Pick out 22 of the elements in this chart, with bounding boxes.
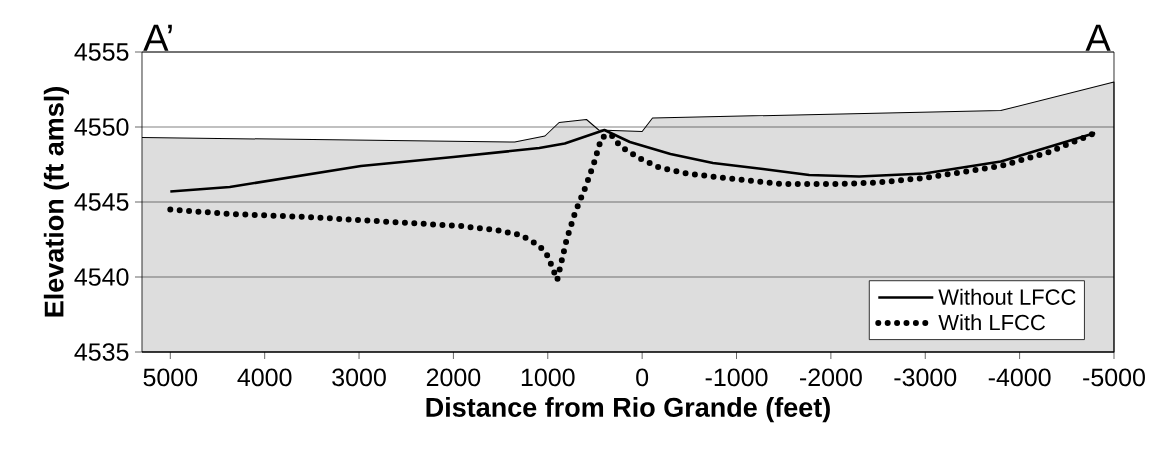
y-tick-label: 4535 [74,343,129,361]
x-tick-label: 4000 [237,368,292,387]
x-tick-label: 3000 [332,368,386,387]
y-tick-label: 4550 [74,118,129,136]
y-tick-label: 4555 [74,43,129,61]
x-tick-label: -4000 [988,368,1051,387]
legend-label: Without LFCC [938,288,1076,305]
x-tick-label: 0 [636,368,649,387]
text: A’ [143,24,172,51]
legend-label: With LFCC [938,314,1045,331]
x-axis-title: Distance from Rio Grande (feet) [426,397,830,423]
y-tick-label: 4540 [74,268,129,286]
x-tick-label: -3000 [894,368,957,387]
x-tick-label: -5000 [1083,368,1145,387]
x-tick-label: -1000 [705,368,768,387]
x-tick-label: 2000 [426,368,481,387]
x-tick-label: 5000 [143,368,198,387]
x-tick-label: -2000 [800,368,862,387]
text: A [1085,24,1111,51]
x-tick-label: 1000 [521,368,575,387]
y-tick-label: 4545 [74,193,129,211]
y-axis-title: Elevation (ft amsl) [43,87,69,317]
